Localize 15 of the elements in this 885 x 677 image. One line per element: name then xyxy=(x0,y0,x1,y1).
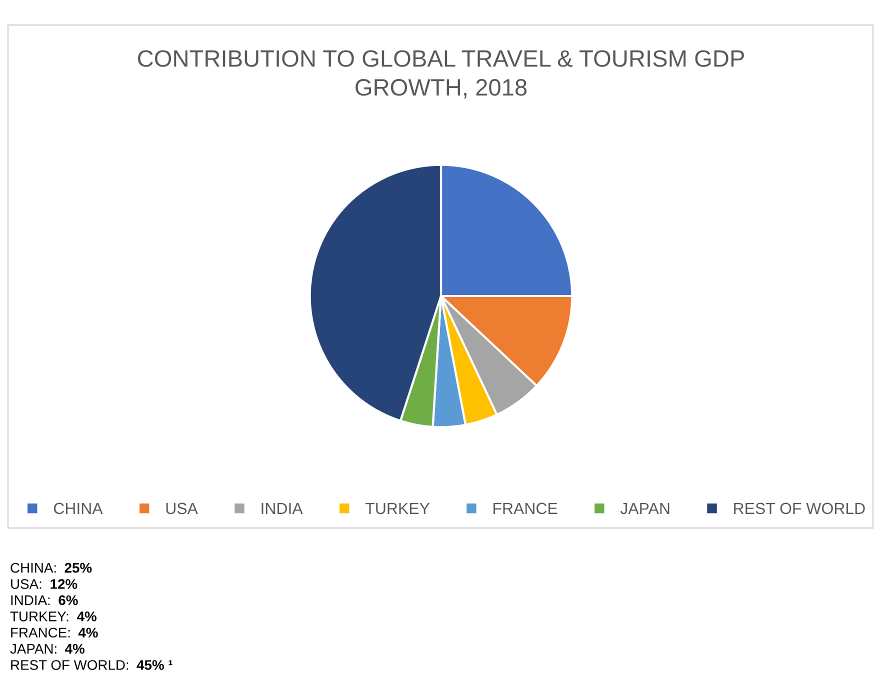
text: USA: 12% xyxy=(11,579,78,589)
text: REST OF WORLD: 45% ¹ xyxy=(11,660,172,670)
legend-label: USA xyxy=(166,502,198,514)
legend-label: FRANCE xyxy=(494,502,558,514)
legend-label: INDIA xyxy=(262,502,303,514)
text: FRANCE: 4% xyxy=(11,628,98,638)
text: CHINA: 25% xyxy=(10,562,92,573)
legend-label: TURKEY xyxy=(366,502,430,514)
legend-label: REST OF WORLD xyxy=(734,502,865,514)
legend-label: CHINA xyxy=(54,502,103,514)
text: INDIA: 6% xyxy=(11,595,78,606)
text: JAPAN: 4% xyxy=(10,644,84,654)
text: TURKEY: 4% xyxy=(10,612,96,622)
legend-label: JAPAN xyxy=(620,502,670,514)
chart-title: CONTRIBUTION TO GLOBAL TRAVEL & TOURISM GDP GROWTH, 2018 xyxy=(138,50,744,99)
